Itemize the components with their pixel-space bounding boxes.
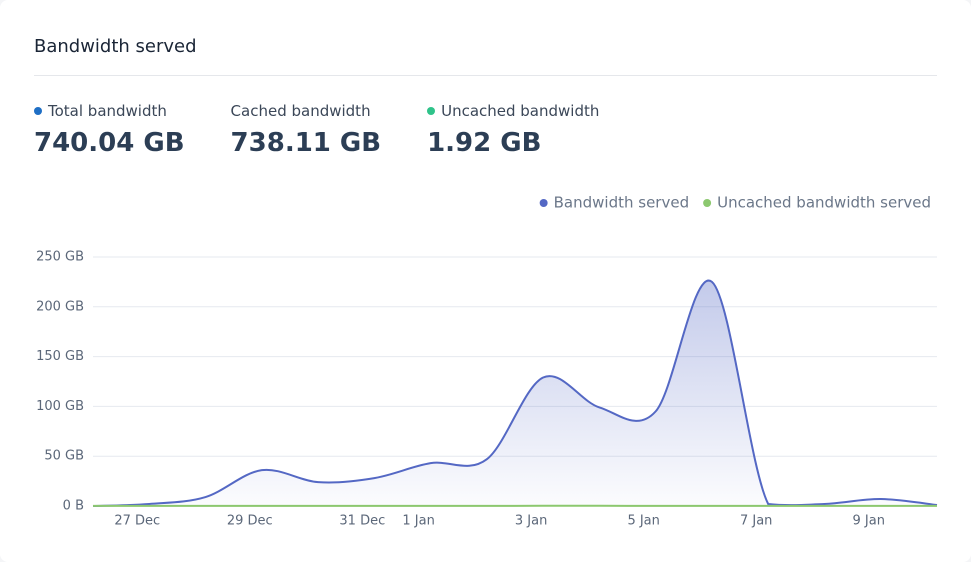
legend-label: Uncached bandwidth served bbox=[717, 194, 931, 212]
x-tick-label: 1 Jan bbox=[402, 514, 434, 529]
y-tick-label: 50 GB bbox=[44, 449, 84, 464]
stat-value: 1.92 GB bbox=[427, 128, 542, 158]
y-tick-label: 200 GB bbox=[36, 299, 84, 314]
chart: 0 B 50 GB 100 GB 150 GB 200 GB 250 GB 27 Dec 29… bbox=[36, 194, 938, 529]
stat: Cached bandwidth 738.11 GB bbox=[231, 102, 382, 158]
line bbox=[92, 279, 938, 507]
stat: Total bandwidth 740.04 GB bbox=[34, 102, 185, 158]
stats: Total bandwidth 740.04 GB Cached bandwidth… bbox=[34, 102, 599, 158]
y-tick-label: 0 B bbox=[63, 499, 84, 514]
stat-dot bbox=[34, 107, 42, 115]
x-tick-label: 7 Jan bbox=[740, 514, 772, 529]
stat-label-row: Total bandwidth bbox=[34, 102, 185, 120]
stat-label-row: Cached bandwidth bbox=[231, 102, 382, 120]
stat-value: 740.04 GB bbox=[34, 128, 185, 158]
y-tick-label: 100 GB bbox=[36, 399, 84, 414]
card-title: Bandwidth served bbox=[34, 36, 197, 57]
x-tick-label: 27 Dec bbox=[114, 514, 160, 529]
y-tick-label: 150 GB bbox=[36, 349, 84, 364]
legend-marker bbox=[539, 199, 548, 207]
x-tick-label: 3 Jan bbox=[515, 514, 547, 529]
stat: Uncached bandwidth 1.92 GB bbox=[427, 102, 599, 158]
legend-label: Bandwidth served bbox=[554, 194, 689, 212]
stat-label: Total bandwidth bbox=[48, 102, 167, 120]
stat-label: Cached bandwidth bbox=[230, 102, 371, 120]
x-tick-label: 9 Jan bbox=[853, 514, 885, 529]
stat-label-row: Uncached bandwidth bbox=[427, 102, 599, 120]
legend-marker bbox=[703, 199, 712, 207]
stat-dot bbox=[427, 107, 436, 115]
x-tick-label: 5 Jan bbox=[627, 514, 659, 529]
area bbox=[93, 280, 937, 506]
stat-label: Uncached bandwidth bbox=[441, 102, 600, 120]
y-tick-label: 250 GB bbox=[36, 250, 84, 265]
stat-value: 738.11 GB bbox=[230, 128, 382, 158]
divider bbox=[34, 75, 937, 76]
x-tick-label: 29 Dec bbox=[227, 514, 273, 529]
x-tick-label: 31 Dec bbox=[339, 514, 385, 529]
